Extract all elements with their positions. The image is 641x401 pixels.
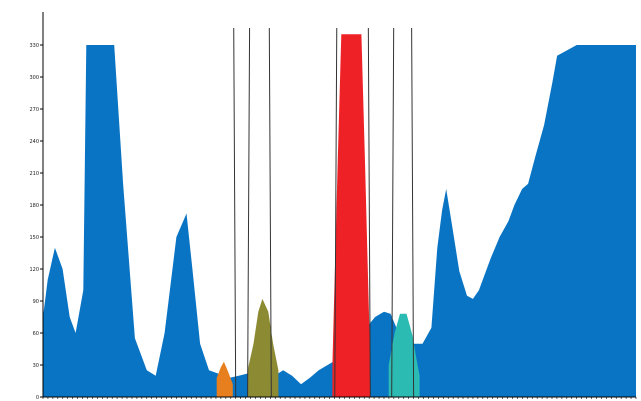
gated-peak-1 [247, 298, 279, 397]
y-tick-label-11: 330 [29, 43, 39, 49]
axes-layer: 0 30 60 90 120 150 180 210 240 270 300 330 [29, 12, 637, 401]
y-tick-label-10: 300 [29, 75, 39, 81]
gated-peak-3 [388, 313, 420, 397]
gate-line-5 [391, 27, 395, 398]
y-tick-label-5: 150 [29, 235, 39, 241]
gate-line-4 [367, 27, 371, 398]
gated-peak-2 [332, 34, 371, 398]
y-tick-label-1: 30 [33, 363, 39, 369]
y-tick-label-3: 90 [33, 299, 39, 305]
y-tick-label-8: 240 [29, 139, 39, 145]
y-tick-label-9: 270 [29, 107, 39, 113]
gate-line-2 [268, 27, 272, 398]
y-tick-label-2: 60 [33, 331, 39, 337]
main-area-layer [43, 34, 636, 398]
y-tick-label-0: 0 [36, 395, 39, 401]
gate-line-1 [247, 27, 251, 398]
gate-line-3 [334, 27, 338, 398]
gate-lines-layer [233, 27, 415, 398]
y-tick-label-4: 120 [29, 267, 39, 273]
gated-peak-0 [216, 361, 233, 397]
y-tick-label-6: 180 [29, 203, 39, 209]
series-area-0 [43, 45, 636, 397]
gate-line-0 [233, 27, 237, 398]
y-tick-label-7: 210 [29, 171, 39, 177]
gate-line-6 [411, 27, 415, 398]
